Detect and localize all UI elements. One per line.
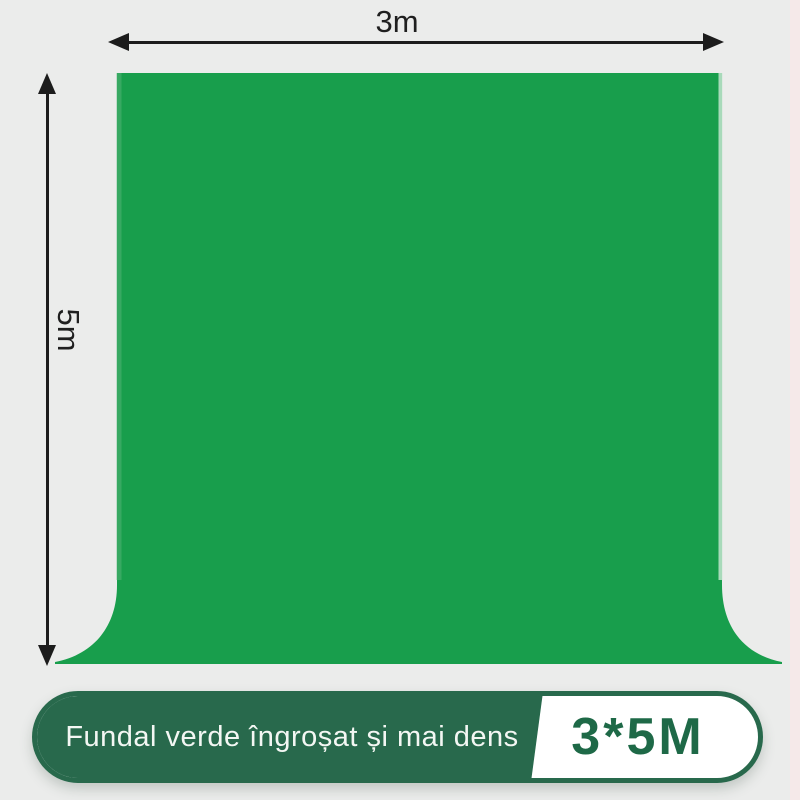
green-backdrop-shape: [55, 73, 782, 664]
size-badge: 3*5M: [571, 708, 705, 766]
banner-title: Fundal verde îngroșat și mai dens: [65, 720, 519, 753]
width-arrow-right-head-icon: [703, 33, 724, 51]
height-dimension-label: 5m: [51, 308, 86, 352]
image-edge-artifact-strip: [790, 0, 800, 800]
product-banner: Fundal verde îngroșat și mai dens 3*5M: [32, 691, 763, 783]
height-arrow-line: [46, 90, 49, 650]
height-arrow-bottom-head-icon: [38, 645, 56, 666]
height-arrow-top-head-icon: [38, 73, 56, 94]
width-arrow-left-head-icon: [108, 33, 129, 51]
width-arrow-line: [126, 41, 706, 44]
width-dimension-label: 3m: [375, 4, 419, 39]
